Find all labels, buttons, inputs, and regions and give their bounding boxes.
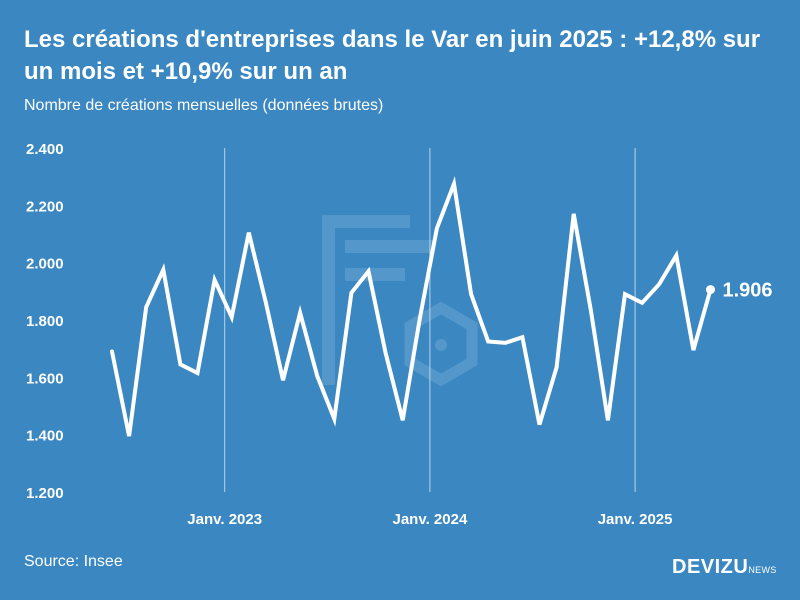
x-tick-label: Janv. 2025 xyxy=(598,511,673,528)
y-axis: 1.200 1.400 1.600 1.800 2.000 2.200 2.400 xyxy=(26,141,64,502)
y-tick-label: 2.200 xyxy=(26,198,64,215)
last-point-marker xyxy=(706,285,715,295)
x-tick-label: Janv. 2024 xyxy=(393,511,468,528)
last-value-label: 1.906 xyxy=(723,280,773,302)
watermark-bar xyxy=(345,268,405,281)
series-group: 1.906 xyxy=(110,176,773,437)
chart-subtitle: Nombre de créations mensuelles (données … xyxy=(24,97,384,114)
chart-title: Les créations d'entreprises dans le Var … xyxy=(24,26,761,85)
y-tick-label: 1.200 xyxy=(26,485,64,502)
x-axis: Janv. 2023 Janv. 2024 Janv. 2025 xyxy=(187,511,672,528)
watermark-hexagon xyxy=(404,301,478,387)
y-tick-label: 1.800 xyxy=(26,313,64,330)
watermark-bar xyxy=(345,240,435,253)
y-tick-label: 2.400 xyxy=(26,141,64,158)
watermark-logo-icon xyxy=(322,215,478,387)
watermark-doc-shape xyxy=(322,215,410,385)
y-tick-label: 1.400 xyxy=(26,428,64,445)
y-tick-label: 2.000 xyxy=(26,256,64,273)
y-tick-label: 1.600 xyxy=(26,370,64,387)
source-note: Source: Insee xyxy=(24,553,123,570)
series-line xyxy=(110,176,713,437)
grid-lines xyxy=(224,148,636,492)
watermark-dot xyxy=(435,339,447,351)
x-tick-label: Janv. 2023 xyxy=(187,511,262,528)
brand-logo: DEVIZUNEWS xyxy=(672,556,777,579)
brand-name: DEVIZU xyxy=(672,556,749,578)
brand-suffix: NEWS xyxy=(748,565,777,575)
